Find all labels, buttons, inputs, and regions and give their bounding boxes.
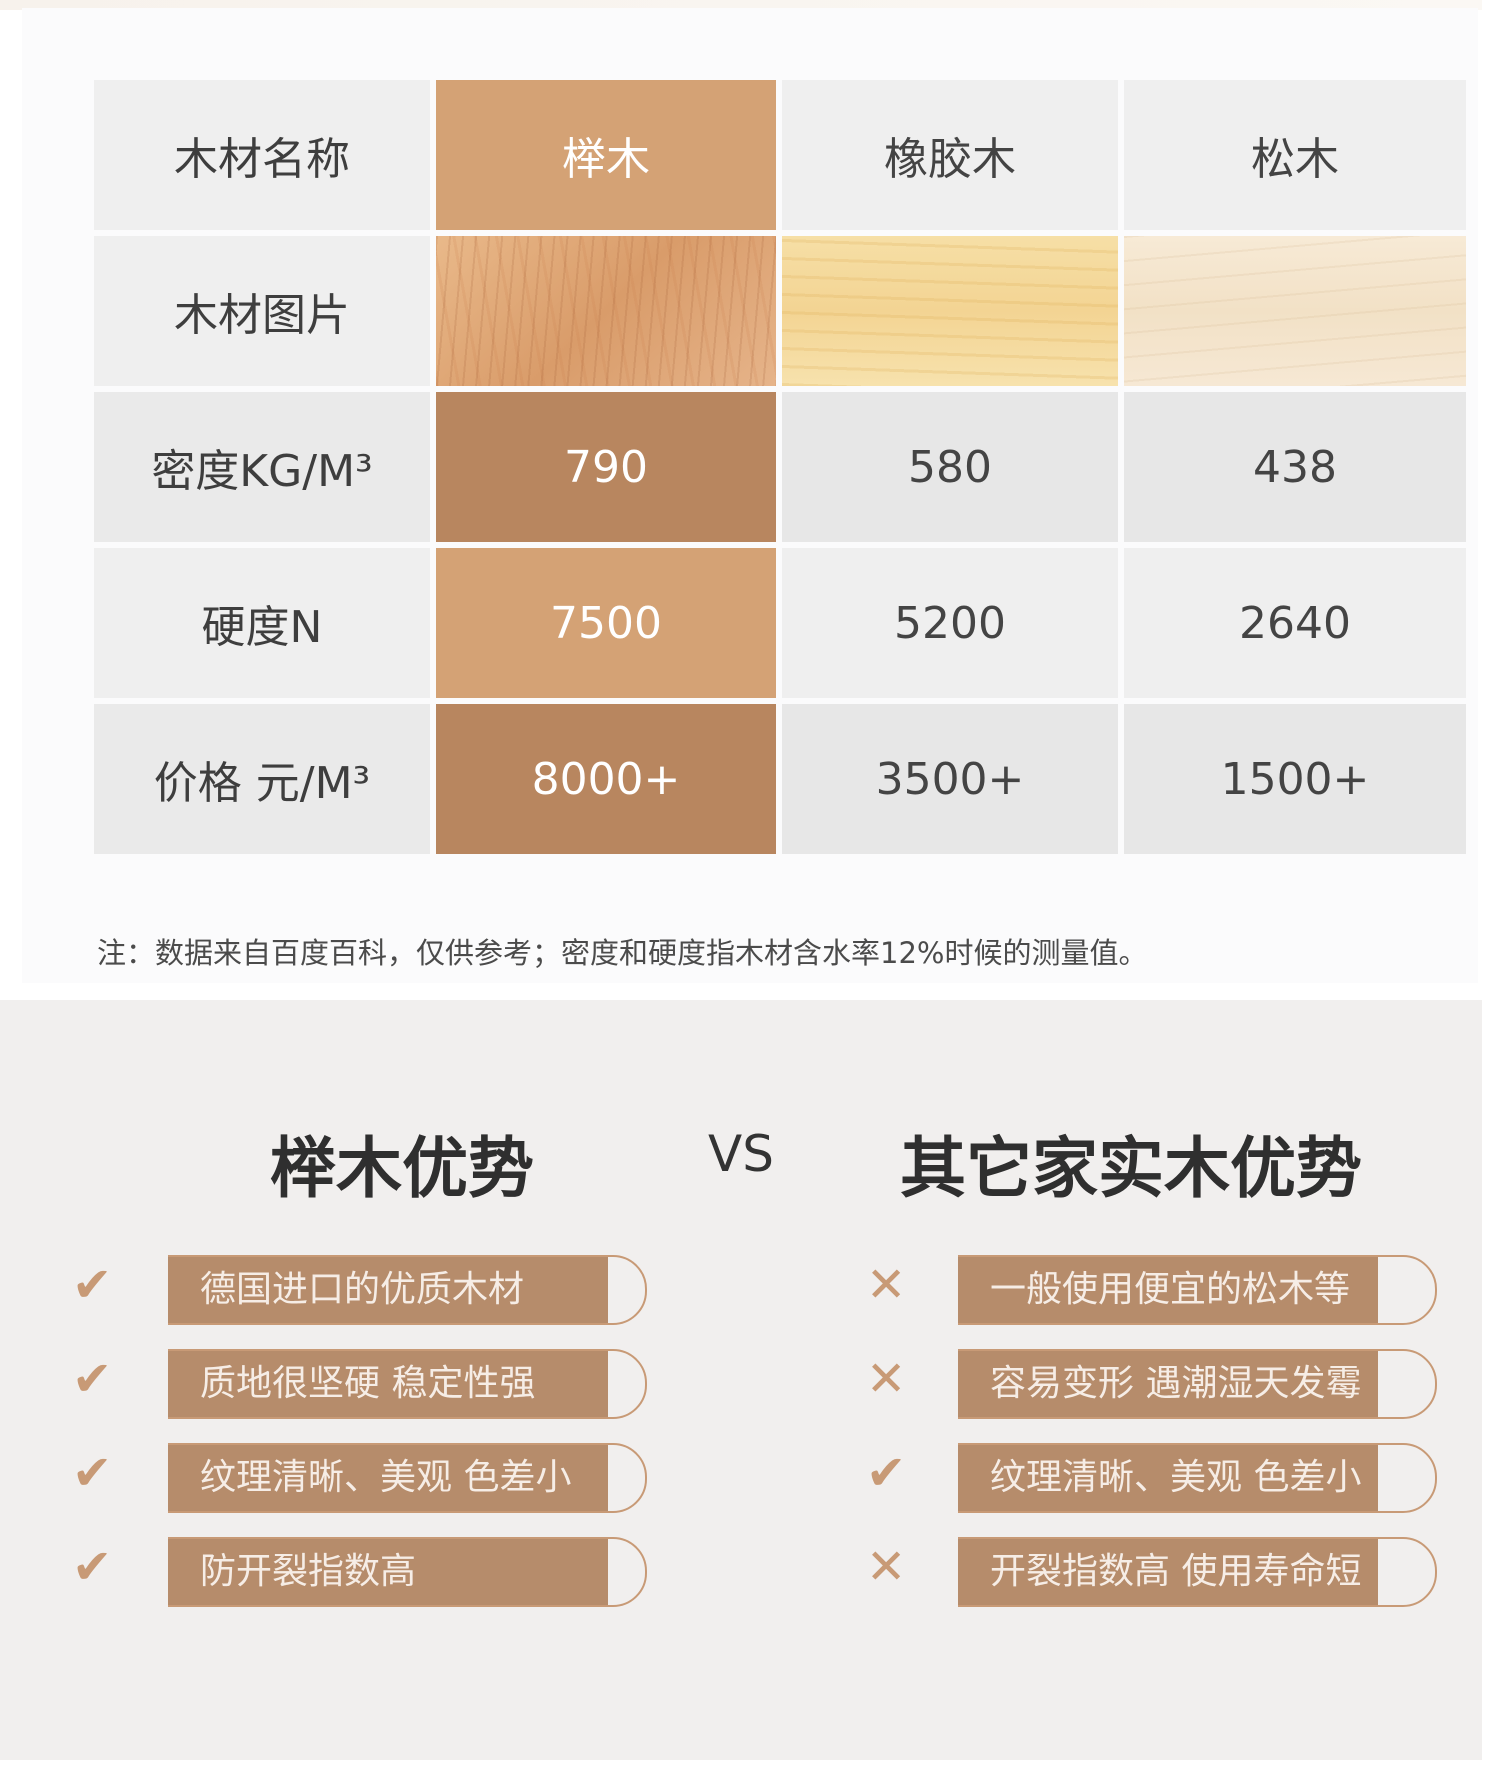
table-cell: 1500+ <box>1124 704 1466 854</box>
vs-label: VS <box>708 1125 774 1183</box>
top-band <box>0 0 1500 10</box>
check-icon: ✔ <box>72 1257 113 1313</box>
header-cell-pine: 松木 <box>1124 80 1466 230</box>
right-edge <box>1482 0 1500 1785</box>
advantage-text: 德国进口的优质木材 <box>200 1269 525 1310</box>
header-cell-rubberwood: 橡胶木 <box>782 80 1118 230</box>
advantage-item: 防开裂指数高 <box>168 1537 647 1607</box>
row-label: 木材图片 <box>94 236 430 386</box>
advantage-item: 容易变形 遇潮湿天发霉 <box>958 1349 1437 1419</box>
advantage-item: 德国进口的优质木材 <box>168 1255 647 1325</box>
pill-fill <box>958 1445 1378 1511</box>
header-cell: 木材名称 <box>94 80 430 230</box>
advantage-text: 纹理清晰、美观 色差小 <box>990 1457 1362 1498</box>
table-row: 价格 元/M³ 8000+ 3500+ 1500+ <box>94 704 1466 854</box>
row-label: 价格 元/M³ <box>94 704 430 854</box>
beech-wood-image <box>436 236 776 386</box>
check-icon: ✔ <box>72 1539 113 1595</box>
cross-icon: ✕ <box>866 1351 907 1407</box>
advantage-item: 质地很坚硬 稳定性强 <box>168 1349 647 1419</box>
beech-advantages-title: 榉木优势 <box>270 1130 534 1207</box>
pill-fill <box>168 1539 608 1605</box>
table-footnote: 注：数据来自百度百科，仅供参考；密度和硬度指木材含水率12%时候的测量值。 <box>97 936 1148 970</box>
advantage-item: 一般使用便宜的松木等 <box>958 1255 1437 1325</box>
table-cell: 8000+ <box>436 704 776 854</box>
pill-fill <box>168 1445 608 1511</box>
table-cell: 580 <box>782 392 1118 542</box>
advantage-text: 一般使用便宜的松木等 <box>990 1269 1351 1310</box>
cross-icon: ✕ <box>866 1539 907 1595</box>
advantage-text: 防开裂指数高 <box>200 1551 417 1592</box>
table-row: 密度KG/M³ 790 580 438 <box>94 392 1466 542</box>
advantage-item: 纹理清晰、美观 色差小 <box>958 1443 1437 1513</box>
table-cell: 438 <box>1124 392 1466 542</box>
table-cell: 3500+ <box>782 704 1118 854</box>
wood-comparison-card: 木材名称 榉木 橡胶木 松木 木材图片 密度KG/M³ 790 580 438 … <box>22 8 1478 983</box>
check-icon: ✔ <box>72 1351 113 1407</box>
other-advantages-title: 其它家实木优势 <box>900 1130 1362 1207</box>
advantage-text: 纹理清晰、美观 色差小 <box>200 1457 572 1498</box>
advantage-text: 开裂指数高 使用寿命短 <box>990 1551 1362 1592</box>
advantage-item: 纹理清晰、美观 色差小 <box>168 1443 647 1513</box>
advantage-item: 开裂指数高 使用寿命短 <box>958 1537 1437 1607</box>
pill-fill <box>168 1257 608 1323</box>
table-cell: 7500 <box>436 548 776 698</box>
table-header-row: 木材名称 榉木 橡胶木 松木 <box>94 80 1466 230</box>
row-label: 硬度N <box>94 548 430 698</box>
advantage-text: 质地很坚硬 稳定性强 <box>200 1363 536 1404</box>
table-cell: 790 <box>436 392 776 542</box>
pill-fill <box>958 1539 1378 1605</box>
rubberwood-image <box>782 236 1118 386</box>
check-icon: ✔ <box>866 1445 907 1501</box>
table-row: 硬度N 7500 5200 2640 <box>94 548 1466 698</box>
pill-fill <box>168 1351 608 1417</box>
row-label: 密度KG/M³ <box>94 392 430 542</box>
pine-wood-image <box>1124 236 1466 386</box>
advantage-text: 容易变形 遇潮湿天发霉 <box>990 1363 1362 1404</box>
cross-icon: ✕ <box>866 1257 907 1313</box>
check-icon: ✔ <box>72 1445 113 1501</box>
pill-fill <box>958 1351 1378 1417</box>
table-cell: 5200 <box>782 548 1118 698</box>
table-cell: 2640 <box>1124 548 1466 698</box>
pill-fill <box>958 1257 1378 1323</box>
header-cell-beech: 榉木 <box>436 80 776 230</box>
table-row: 木材图片 <box>94 236 1466 386</box>
